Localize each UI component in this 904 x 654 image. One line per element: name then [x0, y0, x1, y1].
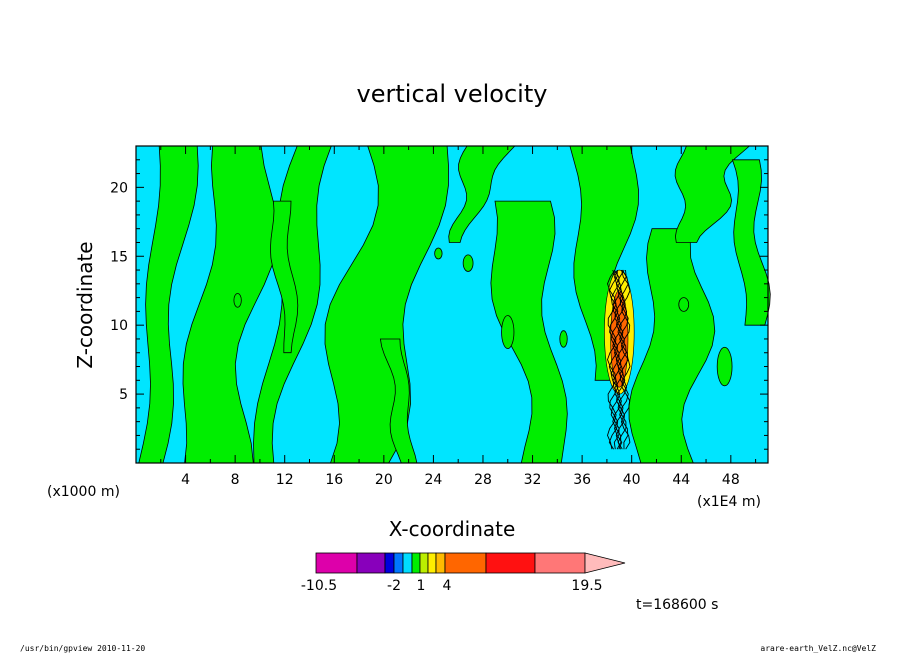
- colorbar-segment: [435, 552, 446, 574]
- colorbar-tick-label: -10.5: [301, 578, 337, 594]
- footer-left: /usr/bin/gpview 2010-11-20: [20, 644, 145, 653]
- updraft-band: [731, 159, 771, 326]
- core-contour: [612, 269, 622, 450]
- updraft-patch: [501, 315, 515, 350]
- colorbar-tick-label: 4: [443, 578, 452, 594]
- y-axis-ticks: 5 10 15 20: [110, 159, 768, 450]
- updraft-band: [269, 200, 299, 354]
- y-tick-label: 5: [119, 387, 128, 403]
- core-contour: [608, 269, 619, 450]
- updraft-patch: [233, 293, 242, 308]
- plot-frame: [135, 145, 769, 464]
- colorbar-labels: -10.5 -2 1 4 19.5: [301, 578, 603, 594]
- colorbar-segment: [444, 552, 487, 574]
- colorbar-segment: [411, 552, 421, 574]
- x-tick-label: 28: [474, 472, 492, 488]
- core-contour: [615, 269, 626, 450]
- x-tick-label: 44: [672, 472, 690, 488]
- colorbar-tick-label: -2: [387, 578, 401, 594]
- x-tick-label: 12: [276, 472, 294, 488]
- updraft-patch: [678, 297, 690, 312]
- colorbar-tick-label: 1: [417, 578, 426, 594]
- time-label: t=168600 s: [636, 597, 718, 613]
- x-tick-label: 24: [424, 472, 442, 488]
- chart-title: vertical velocity: [357, 80, 548, 108]
- core-contour: [614, 269, 624, 450]
- x-tick-label: 16: [325, 472, 343, 488]
- footer-right: arare-earth_VelZ.nc@VelZ: [760, 644, 876, 653]
- y-tick-label: 20: [110, 180, 128, 196]
- core-contour: [620, 269, 631, 450]
- x-axis-unit-label: (x1000 m): [47, 484, 120, 500]
- colorbar: [315, 552, 626, 574]
- updraft-patch: [434, 247, 443, 260]
- colorbar-segment: [356, 552, 386, 574]
- colorbar-arrow: [584, 552, 626, 574]
- x-tick-label: 4: [181, 472, 190, 488]
- plot-area: [135, 145, 771, 464]
- colorbar-segment: [427, 552, 437, 574]
- colorbar-segment: [393, 552, 404, 574]
- y-tick-label: 10: [110, 318, 128, 334]
- colorbar-segment: [315, 552, 358, 574]
- colorbar-segment: [485, 552, 536, 574]
- updraft-band: [490, 200, 568, 464]
- x-tick-label: 48: [722, 472, 740, 488]
- x-tick-label: 36: [573, 472, 591, 488]
- colorbar-segment: [419, 552, 429, 574]
- x-axis-range-unit-label: (x1E4 m): [697, 494, 761, 510]
- updraft-patch: [462, 254, 474, 272]
- core-contour: [607, 269, 617, 450]
- x-axis-label: X-coordinate: [389, 517, 516, 541]
- updraft-patch: [716, 346, 733, 387]
- colorbar-tick-label: 19.5: [571, 578, 602, 594]
- colorbar-segment: [534, 552, 586, 574]
- y-axis-label: Z-coordinate: [73, 241, 97, 368]
- x-tick-label: 8: [231, 472, 240, 488]
- x-axis-ticks: 4 8 12 16 20 24 28 32 36 40 44 48: [160, 146, 757, 488]
- x-tick-label: 32: [524, 472, 542, 488]
- updraft-patch: [559, 330, 568, 348]
- x-tick-label: 40: [623, 472, 641, 488]
- colorbar-segment: [384, 552, 395, 574]
- y-tick-label: 15: [110, 249, 128, 265]
- convective-core: [604, 269, 635, 450]
- colorbar-segment: [402, 552, 413, 574]
- x-tick-label: 20: [375, 472, 393, 488]
- updraft-band: [379, 338, 418, 464]
